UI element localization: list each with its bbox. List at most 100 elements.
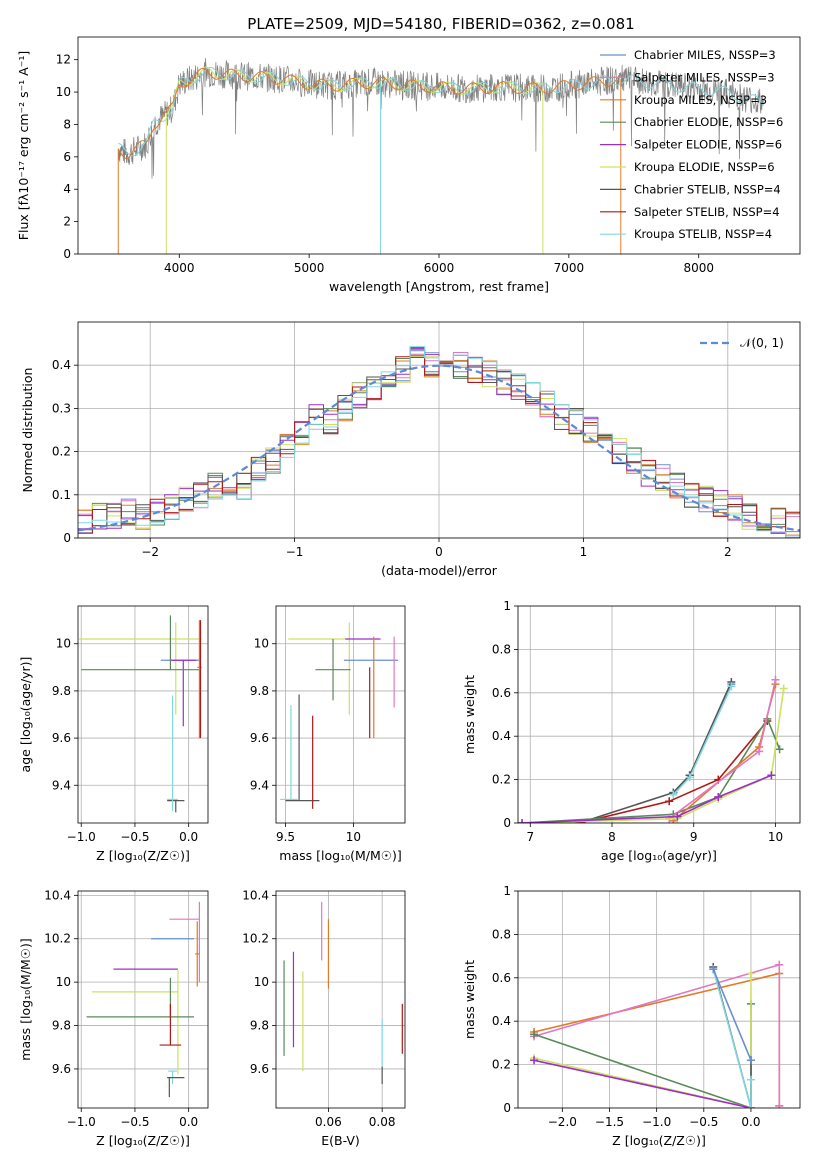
y-tick-label: 10 xyxy=(56,85,71,99)
y-tick-label: 0.8 xyxy=(492,642,511,656)
weight-series-line xyxy=(533,973,752,1108)
weight-point-marker xyxy=(746,1104,755,1108)
x-axis-label: (data-model)/error xyxy=(381,563,498,578)
x-tick-label: −1.0 xyxy=(642,1115,671,1129)
y-axis-label: mass [log₁₀(M/M☉)] xyxy=(18,938,33,1060)
y-tick-label: 8 xyxy=(63,117,71,131)
weight-point-marker xyxy=(669,790,678,799)
weight-series-line xyxy=(522,717,781,823)
x-tick-label: 8000 xyxy=(683,261,714,275)
x-tick-label: −2 xyxy=(141,545,159,559)
y-tick-label: 0.2 xyxy=(492,773,511,787)
y-tick-label: 10.4 xyxy=(44,888,71,902)
axes-frame xyxy=(77,321,801,539)
x-axis-label: wavelength [Angstrom, rest frame] xyxy=(329,279,549,294)
legend-label: Chabrier ELODIE, NSSP=6 xyxy=(634,115,783,129)
ebv-mass-axes: 0.06 0.08 9.6 9.8 10 10.2 10.4 E(B-V) xyxy=(242,888,406,1148)
weight-point-marker xyxy=(714,792,723,801)
x-tick-label: −1 xyxy=(286,545,304,559)
y-tick-label: 10.4 xyxy=(242,888,269,902)
y-tick-label: 2 xyxy=(63,215,71,229)
weight-series-line xyxy=(712,968,752,1061)
y-axis-label: Normed distribution xyxy=(20,368,35,493)
weight-point-marker xyxy=(530,1030,539,1039)
y-tick-label: 0.2 xyxy=(492,1058,511,1072)
weight-point-marker xyxy=(771,675,780,684)
x-tick-label: 7 xyxy=(526,830,534,844)
x-tick-label: 1 xyxy=(580,545,588,559)
y-tick-label: 9.4 xyxy=(250,778,269,792)
x-axis-label: Z [log₁₀(Z/Z☉)] xyxy=(96,1133,190,1148)
y-tick-label: 0.3 xyxy=(52,401,71,415)
x-tick-label: 10 xyxy=(768,830,783,844)
legend-label: Kroupa STELIB, NSSP=4 xyxy=(634,227,772,241)
plot-area xyxy=(276,891,405,1108)
model-spectrum xyxy=(118,66,764,157)
weight-point-marker xyxy=(779,684,788,693)
y-tick-label: 0 xyxy=(503,816,511,830)
weight-point-marker xyxy=(775,960,784,969)
x-tick-label: 0 xyxy=(435,545,443,559)
weight-point-marker xyxy=(767,771,776,780)
weight-point-marker xyxy=(746,1075,755,1084)
z-weight-axes: −2.0 −1.5 −1.0 −0.5 0.0 0 0.2 0.4 0.6 0.8 1 Z [log₁… xyxy=(462,884,801,1148)
x-tick-label: −0.5 xyxy=(120,830,149,844)
y-tick-label: 0.4 xyxy=(492,1014,511,1028)
x-tick-label: 4000 xyxy=(164,261,195,275)
legend-label: Kroupa ELODIE, NSSP=6 xyxy=(634,160,775,174)
y-tick-label: 0 xyxy=(63,531,71,545)
x-tick-label: 0.0 xyxy=(179,830,198,844)
legend-label: Salpeter STELIB, NSSP=4 xyxy=(634,205,780,219)
axes-frame xyxy=(77,890,209,1109)
y-axis-label: mass weight xyxy=(462,960,477,1039)
plot-area xyxy=(276,606,405,823)
y-tick-label: 0 xyxy=(503,1101,511,1115)
histogram-step xyxy=(78,346,800,538)
weight-point-marker xyxy=(709,965,718,974)
y-axis-label: Flux [fλ10⁻¹⁷ erg cm⁻² s⁻¹ A⁻¹] xyxy=(16,51,31,240)
x-axis-label: Z [log₁₀(Z/Z☉)] xyxy=(612,1133,706,1148)
y-tick-label: 6 xyxy=(63,150,71,164)
y-tick-label: 10 xyxy=(56,637,71,651)
z-mass-axes: −1.0 −0.5 0.0 9.6 9.8 10 10.2 10.4 Z [log₁₀(Z/Z☉… xyxy=(18,888,209,1148)
legend-label: 𝒩(0, 1) xyxy=(740,336,784,350)
y-tick-label: 9.6 xyxy=(52,1062,71,1076)
y-tick-label: 4 xyxy=(63,182,71,196)
axes-frame xyxy=(517,605,801,824)
observed-spectrum xyxy=(117,58,764,179)
weight-point-marker xyxy=(530,1056,539,1065)
y-tick-label: 0.1 xyxy=(52,488,71,502)
weight-series-line xyxy=(533,1003,752,1108)
x-tick-label: 8 xyxy=(608,830,616,844)
axes-frame xyxy=(275,605,406,824)
y-tick-label: 9.6 xyxy=(52,731,71,745)
y-tick-label: 0 xyxy=(63,247,71,261)
plot-area xyxy=(78,891,208,1108)
x-tick-label: 0.0 xyxy=(179,1115,198,1129)
y-tick-label: 12 xyxy=(56,53,71,67)
x-axis-label: mass [log₁₀(M/M☉)] xyxy=(279,848,401,863)
residuals-axes: −2 −1 0 1 2 0 0.1 0.2 0.3 0.4 (data-model)/error No… xyxy=(20,321,801,578)
x-tick-label: 9.5 xyxy=(276,830,295,844)
y-axis-label: age [log₁₀(age/yr)] xyxy=(18,657,33,773)
z-age-axes: −1.0 −0.5 0.0 9.4 9.6 9.8 10 Z [log₁₀(Z/Z☉)] age… xyxy=(18,605,209,863)
x-tick-label: 6000 xyxy=(424,261,455,275)
x-tick-label: 7000 xyxy=(554,261,585,275)
y-tick-label: 9.6 xyxy=(250,1062,269,1076)
axes-frame xyxy=(77,36,801,255)
y-tick-label: 9.6 xyxy=(250,731,269,745)
weight-point-marker xyxy=(775,1101,784,1108)
legend-label: Salpeter MILES, NSSP=3 xyxy=(634,70,775,84)
x-tick-label: 0.0 xyxy=(741,1115,760,1129)
plot-area xyxy=(78,606,208,823)
y-tick-label: 0.4 xyxy=(492,729,511,743)
x-tick-label: 0.06 xyxy=(315,1115,342,1129)
y-tick-label: 9.4 xyxy=(52,778,71,792)
weight-point-marker xyxy=(746,1056,755,1065)
y-tick-label: 10 xyxy=(254,975,269,989)
legend-label: Salpeter ELODIE, NSSP=6 xyxy=(634,138,782,152)
x-tick-label: −1.0 xyxy=(67,1115,96,1129)
histogram-step xyxy=(78,356,800,534)
mass-age-axes: 9.5 10 9.4 9.6 9.8 10 mass [log₁₀(M/M☉)] xyxy=(250,605,406,863)
